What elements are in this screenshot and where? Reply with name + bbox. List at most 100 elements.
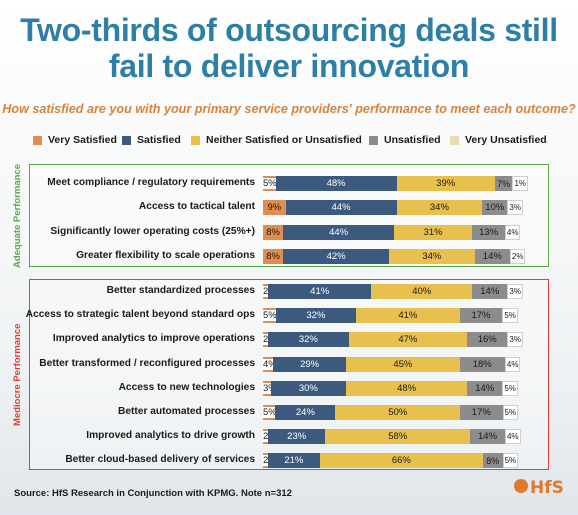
data-label: 39% (436, 178, 456, 189)
data-label: 30% (298, 382, 318, 394)
bar-segment: 5% (502, 405, 519, 420)
data-label: 5% (502, 453, 519, 469)
bar-segment: 5% (262, 308, 278, 324)
data-label: 1% (512, 176, 528, 191)
bar-segment: 58% (325, 429, 471, 445)
source-note: Source: HfS Research in Conjunction with… (14, 488, 292, 499)
legend-item: Very Satisfied (33, 134, 117, 146)
bar-segment: 5% (502, 453, 519, 469)
data-label: 9% (267, 202, 282, 214)
data-label: 58% (388, 431, 408, 443)
hfs-logo: HfS (514, 478, 568, 506)
bar-segment: 14% (474, 248, 510, 264)
data-label: 29% (300, 358, 320, 370)
bar-segment: 4% (504, 224, 521, 240)
bar-segment: 34% (396, 200, 483, 216)
data-label: 14% (478, 431, 498, 443)
title-line-1: Two-thirds of outsourcing deals still (20, 12, 558, 48)
data-label: 21% (284, 455, 304, 467)
bar-segment: 14% (467, 380, 503, 396)
stacked-bar: 5% 32% 41% 17% 5% (262, 308, 518, 324)
data-label: 5% (502, 405, 519, 420)
bar-segment: 3% (507, 284, 523, 299)
stacked-bar: 8% 44% 31% 13% 4% (263, 224, 521, 240)
bar-segment: 7% (494, 176, 513, 191)
category-label: Access to tactical talent (138, 201, 255, 213)
legend-swatch (122, 135, 131, 145)
bar-segment: 40% (371, 284, 473, 299)
chart-title: Two-thirds of outsourcing deals still fa… (0, 12, 578, 84)
bar-segment: 32% (275, 308, 357, 324)
stacked-bar: 2%41%40%14%3% (262, 284, 523, 299)
bar-segment: 13% (472, 224, 505, 240)
data-label: 4% (504, 224, 521, 240)
bar-segment: 9% (263, 200, 286, 216)
data-label: 31% (423, 226, 443, 238)
bar-segment: 34% (388, 248, 475, 264)
category-label: Better cloud-based delivery of services (65, 454, 255, 466)
data-label: 14% (475, 382, 495, 394)
legend-label: Very Unsatisfied (465, 134, 547, 146)
data-label: 66% (391, 455, 411, 467)
bar-segment: 17% (460, 405, 503, 420)
stacked-bar: 8% 42% 34% 14% 2% (263, 248, 526, 264)
bar-segment: 32% (268, 332, 349, 348)
logo-text: HfS (530, 478, 564, 498)
data-label: 48% (326, 178, 346, 189)
legend-label: Unsatisfied (384, 134, 441, 146)
category-label: Greater flexibility to scale operations (76, 249, 255, 261)
bar-segment: 3% (262, 380, 278, 396)
bar-segment: 8% (263, 224, 284, 240)
category-label: Significantly lower operating costs (25%… (50, 225, 255, 237)
data-label: 48% (397, 382, 417, 394)
data-label: 16% (477, 334, 497, 346)
bar-segment: 47% (348, 332, 468, 348)
category-label: Improved analytics to drive growth (86, 430, 255, 442)
bar-segment: 66% (319, 453, 483, 469)
bar-segment: 14% (472, 284, 508, 299)
bar-segment: 2% (509, 248, 526, 264)
data-label: 14% (482, 250, 502, 262)
data-label: 24% (295, 407, 315, 418)
bar-segment: 41% (356, 308, 460, 324)
data-label: 45% (393, 358, 413, 370)
chart-legend: Very Satisfied Satisfied Neither Satisfied… (0, 134, 578, 150)
data-label: 44% (331, 202, 351, 214)
bar-segment: 44% (283, 224, 395, 240)
bar-segment: 31% (394, 224, 473, 240)
data-label: 41% (310, 286, 330, 297)
bar-segment: 5% (502, 380, 518, 396)
stacked-bar: 5% 48% 39% 7% 1% (262, 176, 528, 191)
stacked-bar: 9% 44% 34% 10% 3% (263, 200, 523, 216)
bar-segment: 4% (262, 356, 278, 372)
data-label: 5% (502, 380, 518, 396)
category-label: Meet compliance / regulatory requirement… (47, 177, 255, 188)
data-label: 3% (507, 200, 523, 216)
data-label: 4% (262, 358, 278, 370)
data-label: 10% (485, 202, 505, 214)
bar-segment: 14% (470, 429, 505, 445)
data-label: 44% (329, 226, 349, 238)
bar-segment: 5% (262, 405, 278, 420)
category-label: Access to strategic talent beyond standa… (25, 309, 255, 321)
stacked-bar: 5% 24% 50% 17% 5% (262, 405, 519, 420)
data-label: 8% (266, 250, 280, 262)
bar-segment: 24% (275, 405, 336, 420)
data-label: 4% (504, 356, 521, 372)
legend-swatch (191, 135, 200, 145)
data-label: 8% (486, 455, 500, 466)
data-label: 5% (262, 407, 278, 418)
hfs-logo-icon (514, 479, 528, 493)
bar-segment: 50% (335, 405, 461, 420)
category-label: Access to new technologies (118, 381, 255, 393)
data-label: 3% (507, 284, 523, 299)
bar-segment: 8% (482, 453, 503, 469)
data-label: 7% (497, 178, 511, 189)
data-label: 3% (262, 382, 278, 394)
bar-segment: 3% (507, 332, 523, 348)
stacked-bar: 4% 29% 45% 18% 4% (262, 356, 521, 372)
data-label: 13% (479, 226, 499, 238)
bar-segment: 10% (482, 200, 508, 216)
bar-segment: 23% (267, 429, 326, 445)
category-label: Better standardized processes (106, 285, 255, 296)
